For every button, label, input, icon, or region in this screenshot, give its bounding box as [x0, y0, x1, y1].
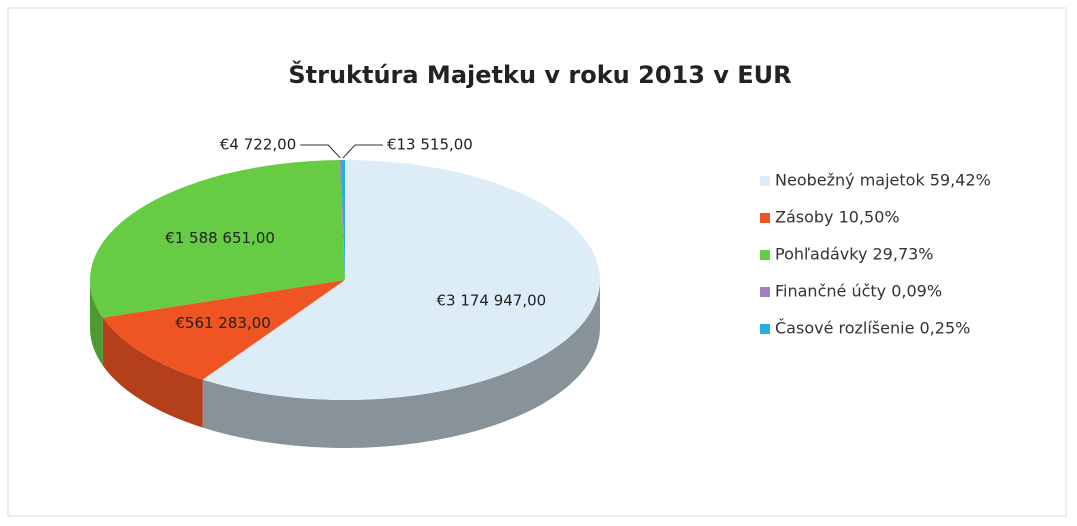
- legend-swatch: [760, 250, 770, 260]
- slice-side: [202, 280, 600, 449]
- legend-swatch: [760, 287, 770, 297]
- slice: [102, 280, 346, 380]
- legend-label: Časové rozlíšenie 0,25%: [775, 319, 970, 338]
- slice: [339, 160, 345, 280]
- slice-side: [102, 317, 203, 428]
- slice: [340, 160, 345, 280]
- leader-line: [300, 144, 341, 159]
- chart-title: Štruktúra Majetku v roku 2013 v EUR: [288, 59, 791, 89]
- leader-line: [342, 144, 383, 159]
- legend-label: Pohľadávky 29,73%: [775, 245, 934, 264]
- legend-swatch: [760, 176, 770, 186]
- legend-swatch: [760, 213, 770, 223]
- slice-side: [90, 280, 103, 366]
- data-label: €13 515,00: [387, 136, 473, 154]
- data-label: €561 283,00: [175, 314, 270, 332]
- legend-label: Finančné účty 0,09%: [775, 282, 942, 301]
- legend-label: Zásoby 10,50%: [775, 208, 900, 227]
- slice: [90, 160, 346, 318]
- legend-swatch: [760, 324, 770, 334]
- data-label: €1 588 651,00: [165, 229, 275, 247]
- data-label: €3 174 947,00: [436, 292, 546, 310]
- slice: [202, 160, 600, 400]
- data-label: €4 722,00: [220, 136, 296, 154]
- legend-label: Neobežný majetok 59,42%: [775, 171, 991, 190]
